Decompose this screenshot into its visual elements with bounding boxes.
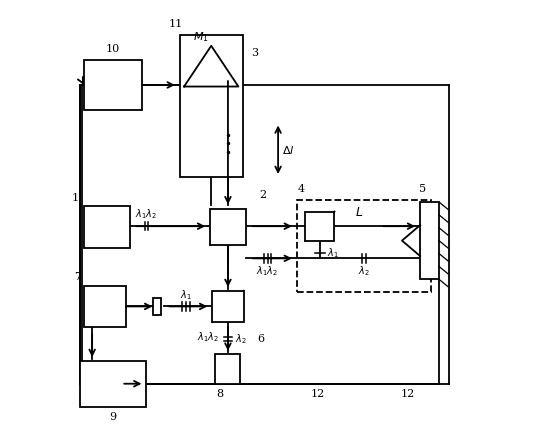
Text: $\lambda_1\lambda_2$: $\lambda_1\lambda_2$ xyxy=(135,207,157,220)
Bar xyxy=(84,285,125,327)
Text: 2: 2 xyxy=(259,190,266,200)
Text: 8: 8 xyxy=(216,389,223,399)
Text: 7: 7 xyxy=(74,272,81,282)
Bar xyxy=(153,298,161,315)
Text: 4: 4 xyxy=(298,184,305,195)
Text: $\Delta l$: $\Delta l$ xyxy=(282,144,295,156)
Text: 5: 5 xyxy=(418,184,426,195)
Text: 1: 1 xyxy=(72,193,79,203)
Bar xyxy=(297,200,431,292)
Text: 9: 9 xyxy=(109,412,116,422)
Text: 11: 11 xyxy=(168,20,183,29)
Text: 12: 12 xyxy=(401,389,415,399)
Text: $\lambda_1$: $\lambda_1$ xyxy=(327,246,338,260)
Text: $\lambda_1\lambda_2$: $\lambda_1\lambda_2$ xyxy=(256,264,278,278)
Text: 10: 10 xyxy=(106,45,120,54)
Bar xyxy=(79,361,146,407)
Text: $\lambda_2$: $\lambda_2$ xyxy=(236,332,247,346)
Text: $L$: $L$ xyxy=(355,206,364,219)
Text: 12: 12 xyxy=(311,389,325,399)
Bar xyxy=(213,291,243,322)
Bar xyxy=(305,212,335,241)
Bar xyxy=(420,202,439,279)
Bar xyxy=(210,209,246,245)
Bar xyxy=(84,60,142,110)
Text: $\lambda_1$: $\lambda_1$ xyxy=(181,288,192,301)
Text: 6: 6 xyxy=(257,334,264,344)
Text: $M_1$: $M_1$ xyxy=(193,31,209,45)
Text: $\lambda_1\lambda_2$: $\lambda_1\lambda_2$ xyxy=(197,330,219,343)
Text: $\lambda_2$: $\lambda_2$ xyxy=(358,264,370,278)
Bar xyxy=(84,206,130,248)
Bar xyxy=(215,354,241,384)
Text: 3: 3 xyxy=(252,47,259,58)
Bar xyxy=(180,35,242,177)
